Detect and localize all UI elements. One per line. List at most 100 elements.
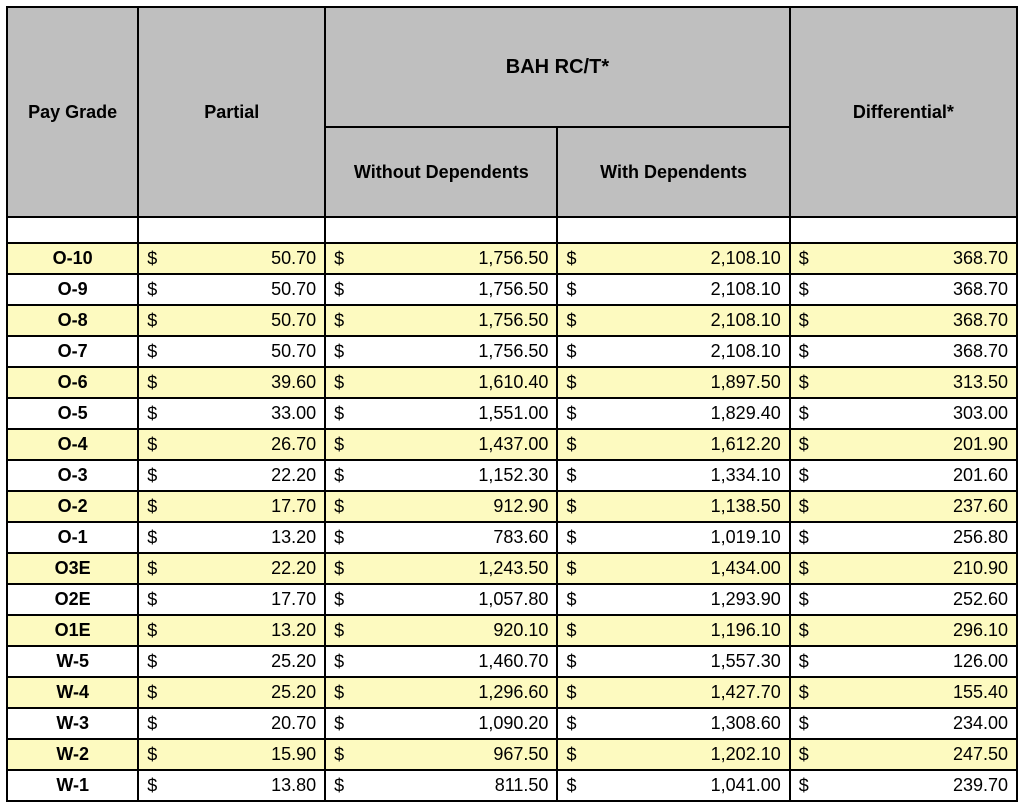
partial-cell: $17.70 [138, 491, 325, 522]
currency-symbol: $ [147, 372, 157, 393]
without-dependents-cell-value: 1,756.50 [334, 248, 548, 269]
without-dependents-cell-value: 967.50 [334, 744, 548, 765]
partial-cell-value: 13.20 [147, 527, 316, 548]
without-dependents-cell: $783.60 [325, 522, 557, 553]
table-row: O-7$50.70$1,756.50$2,108.10$368.70 [7, 336, 1017, 367]
without-dependents-cell-value: 1,610.40 [334, 372, 548, 393]
table-row: O1E$13.20$920.10$1,196.10$296.10 [7, 615, 1017, 646]
currency-symbol: $ [799, 248, 809, 269]
partial-cell: $33.00 [138, 398, 325, 429]
differential-cell: $252.60 [790, 584, 1017, 615]
currency-symbol: $ [334, 589, 344, 610]
currency-symbol: $ [334, 310, 344, 331]
currency-symbol: $ [147, 465, 157, 486]
pay-grade-cell: O-2 [7, 491, 138, 522]
differential-cell-value: 303.00 [799, 403, 1008, 424]
differential-cell-value: 368.70 [799, 310, 1008, 331]
with-dependents-cell-value: 1,612.20 [566, 434, 780, 455]
pay-grade-cell: W-2 [7, 739, 138, 770]
with-dependents-cell-value: 2,108.10 [566, 341, 780, 362]
pay-grade-cell: O1E [7, 615, 138, 646]
currency-symbol: $ [566, 744, 576, 765]
differential-cell: $313.50 [790, 367, 1017, 398]
currency-symbol: $ [566, 465, 576, 486]
differential-cell-value: 210.90 [799, 558, 1008, 579]
differential-cell: $155.40 [790, 677, 1017, 708]
col-header-with-dependents: With Dependents [557, 127, 789, 217]
currency-symbol: $ [566, 434, 576, 455]
currency-symbol: $ [799, 434, 809, 455]
differential-cell: $239.70 [790, 770, 1017, 801]
differential-cell: $237.60 [790, 491, 1017, 522]
with-dependents-cell-value: 1,202.10 [566, 744, 780, 765]
differential-cell: $201.60 [790, 460, 1017, 491]
pay-grade-cell: O-1 [7, 522, 138, 553]
currency-symbol: $ [147, 589, 157, 610]
bah-table: Pay Grade Partial BAH RC/T* Differential… [6, 6, 1018, 802]
currency-symbol: $ [334, 372, 344, 393]
currency-symbol: $ [147, 434, 157, 455]
with-dependents-cell-value: 1,196.10 [566, 620, 780, 641]
currency-symbol: $ [147, 558, 157, 579]
currency-symbol: $ [147, 403, 157, 424]
without-dependents-cell-value: 1,090.20 [334, 713, 548, 734]
currency-symbol: $ [334, 248, 344, 269]
without-dependents-cell-value: 1,057.80 [334, 589, 548, 610]
without-dependents-cell-value: 1,460.70 [334, 651, 548, 672]
without-dependents-cell: $967.50 [325, 739, 557, 770]
pay-grade-cell: O3E [7, 553, 138, 584]
partial-cell: $50.70 [138, 305, 325, 336]
pay-grade-cell: O-10 [7, 243, 138, 274]
currency-symbol: $ [566, 341, 576, 362]
partial-cell-value: 22.20 [147, 558, 316, 579]
without-dependents-cell: $1,756.50 [325, 336, 557, 367]
with-dependents-cell: $1,434.00 [557, 553, 789, 584]
without-dependents-cell-value: 1,756.50 [334, 310, 548, 331]
partial-cell: $50.70 [138, 274, 325, 305]
differential-cell-value: 234.00 [799, 713, 1008, 734]
with-dependents-cell-value: 1,334.10 [566, 465, 780, 486]
partial-cell: $13.80 [138, 770, 325, 801]
currency-symbol: $ [334, 775, 344, 796]
with-dependents-cell-value: 2,108.10 [566, 248, 780, 269]
with-dependents-cell-value: 1,897.50 [566, 372, 780, 393]
partial-cell: $26.70 [138, 429, 325, 460]
table-row: O-10$50.70$1,756.50$2,108.10$368.70 [7, 243, 1017, 274]
table-row: O3E$22.20$1,243.50$1,434.00$210.90 [7, 553, 1017, 584]
currency-symbol: $ [799, 775, 809, 796]
currency-symbol: $ [334, 620, 344, 641]
without-dependents-cell: $1,152.30 [325, 460, 557, 491]
table-row: W-1$13.80$811.50$1,041.00$239.70 [7, 770, 1017, 801]
currency-symbol: $ [147, 744, 157, 765]
partial-cell-value: 22.20 [147, 465, 316, 486]
differential-cell-value: 201.60 [799, 465, 1008, 486]
with-dependents-cell-value: 1,041.00 [566, 775, 780, 796]
currency-symbol: $ [147, 775, 157, 796]
table-row: O-8$50.70$1,756.50$2,108.10$368.70 [7, 305, 1017, 336]
partial-cell-value: 25.20 [147, 682, 316, 703]
with-dependents-cell-value: 1,293.90 [566, 589, 780, 610]
without-dependents-cell-value: 920.10 [334, 620, 548, 641]
differential-cell-value: 239.70 [799, 775, 1008, 796]
without-dependents-cell-value: 1,296.60 [334, 682, 548, 703]
differential-cell-value: 296.10 [799, 620, 1008, 641]
currency-symbol: $ [566, 310, 576, 331]
with-dependents-cell: $1,138.50 [557, 491, 789, 522]
currency-symbol: $ [334, 713, 344, 734]
differential-cell: $296.10 [790, 615, 1017, 646]
currency-symbol: $ [147, 527, 157, 548]
partial-cell-value: 26.70 [147, 434, 316, 455]
table-row: W-5$25.20$1,460.70$1,557.30$126.00 [7, 646, 1017, 677]
with-dependents-cell: $1,334.10 [557, 460, 789, 491]
without-dependents-cell: $1,296.60 [325, 677, 557, 708]
with-dependents-cell-value: 1,138.50 [566, 496, 780, 517]
currency-symbol: $ [566, 651, 576, 672]
differential-cell-value: 155.40 [799, 682, 1008, 703]
table-row: W-4$25.20$1,296.60$1,427.70$155.40 [7, 677, 1017, 708]
currency-symbol: $ [566, 558, 576, 579]
currency-symbol: $ [566, 403, 576, 424]
with-dependents-cell: $2,108.10 [557, 243, 789, 274]
currency-symbol: $ [334, 403, 344, 424]
currency-symbol: $ [566, 279, 576, 300]
pay-grade-cell: W-4 [7, 677, 138, 708]
